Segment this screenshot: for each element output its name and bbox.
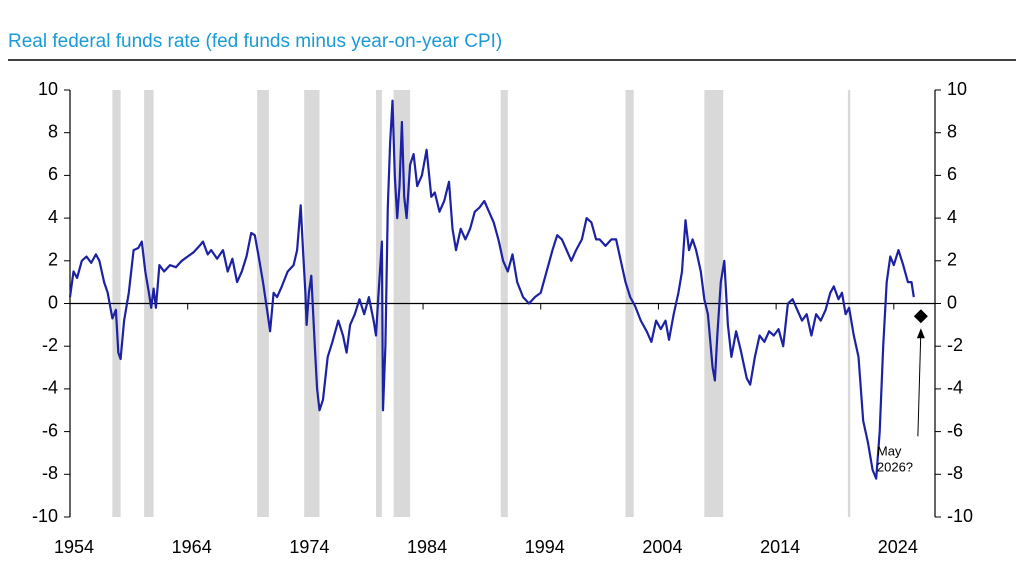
y-tick-label: 2 <box>48 250 58 270</box>
x-tick-label: 1994 <box>525 537 565 557</box>
y2-tick-label: 6 <box>947 164 957 184</box>
y2-tick-label: -10 <box>947 506 973 526</box>
y-tick-label: -10 <box>32 506 58 526</box>
y2-tick-label: 0 <box>947 292 957 312</box>
projection-label: May <box>877 443 902 458</box>
y-tick-label: 0 <box>48 292 58 312</box>
y-tick-label: -4 <box>42 378 58 398</box>
y2-tick-label: 10 <box>947 79 967 99</box>
projection-label: 2026? <box>877 459 913 474</box>
x-tick-label: 2004 <box>642 537 682 557</box>
x-tick-label: 2024 <box>878 537 918 557</box>
x-tick-label: 1954 <box>54 537 94 557</box>
projection-marker <box>913 309 928 324</box>
projection-arrow <box>917 330 922 437</box>
x-tick-label: 2014 <box>760 537 800 557</box>
y2-tick-label: -8 <box>947 463 963 483</box>
y-tick-label: 8 <box>48 121 58 141</box>
y-tick-label: 6 <box>48 164 58 184</box>
y2-tick-label: -4 <box>947 378 963 398</box>
y-tick-label: 4 <box>48 207 58 227</box>
y-tick-label: -6 <box>42 420 58 440</box>
y2-tick-label: 2 <box>947 250 957 270</box>
y-tick-label: 10 <box>38 79 58 99</box>
y2-tick-label: 8 <box>947 121 957 141</box>
y2-tick-label: 4 <box>947 207 957 227</box>
projection-arrowhead <box>916 328 925 339</box>
x-tick-label: 1984 <box>407 537 447 557</box>
y-tick-label: -8 <box>42 463 58 483</box>
y-tick-label: -2 <box>42 335 58 355</box>
y2-tick-label: -6 <box>947 420 963 440</box>
x-tick-label: 1974 <box>289 537 329 557</box>
y2-tick-label: -2 <box>947 335 963 355</box>
x-tick-label: 1964 <box>172 537 212 557</box>
series-line <box>68 99 915 480</box>
axes-layer: -10 -8 -6 -4 -2 0 2 4 6 8 10 -10 -8 -6 -4 -2 0 2 4 6 8 10 1954… <box>32 79 973 557</box>
chart-title: Real federal funds rate (fed funds minus… <box>8 31 502 52</box>
